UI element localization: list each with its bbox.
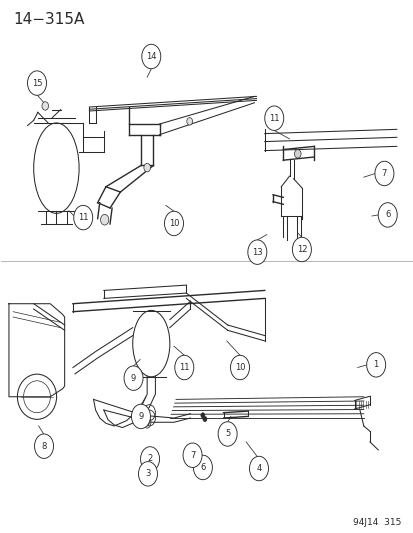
Circle shape xyxy=(100,214,109,225)
Text: 6: 6 xyxy=(200,463,205,472)
Circle shape xyxy=(42,102,48,110)
Circle shape xyxy=(366,353,385,377)
Circle shape xyxy=(292,237,311,262)
Text: 5: 5 xyxy=(224,430,230,439)
Text: 94J14  315: 94J14 315 xyxy=(352,518,400,527)
Circle shape xyxy=(183,443,202,467)
Circle shape xyxy=(74,205,93,230)
Circle shape xyxy=(138,462,157,486)
Text: 7: 7 xyxy=(381,169,386,178)
Text: 9: 9 xyxy=(131,374,136,383)
Circle shape xyxy=(131,404,150,429)
Circle shape xyxy=(34,434,53,458)
Text: 8: 8 xyxy=(41,442,47,451)
Circle shape xyxy=(374,161,393,185)
Circle shape xyxy=(230,356,249,379)
Text: 6: 6 xyxy=(384,211,389,220)
Text: 2: 2 xyxy=(147,455,152,463)
Text: 3: 3 xyxy=(145,470,150,478)
Text: 4: 4 xyxy=(256,464,261,473)
Circle shape xyxy=(143,417,147,422)
Text: 10: 10 xyxy=(234,363,244,372)
Circle shape xyxy=(124,366,143,390)
Circle shape xyxy=(145,421,149,426)
Text: 15: 15 xyxy=(32,78,42,87)
Circle shape xyxy=(247,240,266,264)
Text: 14−315A: 14−315A xyxy=(13,12,84,27)
Circle shape xyxy=(200,413,204,418)
Circle shape xyxy=(174,356,193,379)
Text: 1: 1 xyxy=(373,360,378,369)
Circle shape xyxy=(249,456,268,481)
Text: 10: 10 xyxy=(169,219,179,228)
Circle shape xyxy=(164,211,183,236)
Text: 11: 11 xyxy=(78,213,88,222)
Text: 9: 9 xyxy=(138,412,143,421)
Circle shape xyxy=(377,203,396,227)
Text: 11: 11 xyxy=(179,363,189,372)
Circle shape xyxy=(294,150,300,158)
Circle shape xyxy=(140,447,159,471)
Circle shape xyxy=(144,164,150,172)
Circle shape xyxy=(142,44,160,69)
Circle shape xyxy=(218,422,237,446)
Circle shape xyxy=(193,455,212,480)
Circle shape xyxy=(202,416,206,422)
Text: 13: 13 xyxy=(252,248,262,257)
Circle shape xyxy=(27,71,46,95)
Text: 14: 14 xyxy=(146,52,156,61)
Text: 11: 11 xyxy=(268,114,279,123)
Text: 12: 12 xyxy=(296,245,306,254)
Circle shape xyxy=(186,118,192,125)
Circle shape xyxy=(264,106,283,131)
Text: 7: 7 xyxy=(190,451,195,460)
